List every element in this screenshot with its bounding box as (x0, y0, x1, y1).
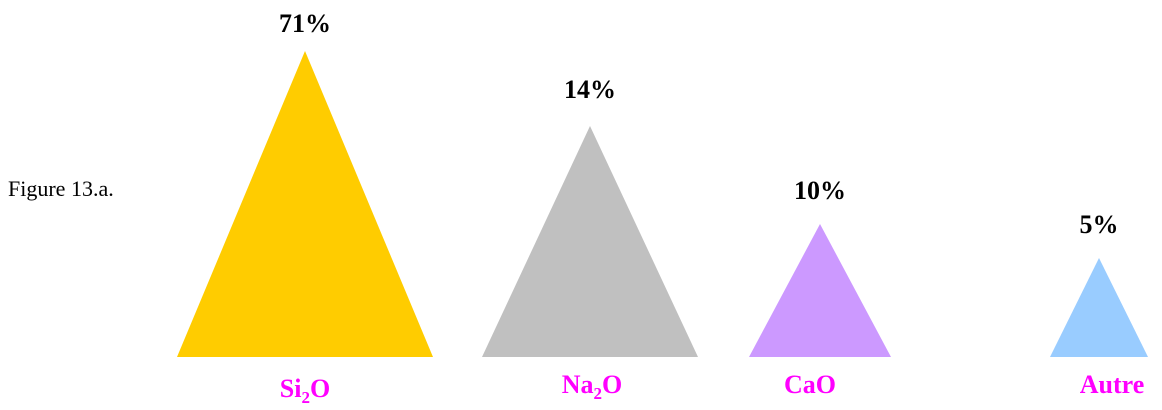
category-label-2: Na2O (562, 370, 623, 403)
value-label-2: 14% (564, 75, 616, 104)
value-label-3: 10% (794, 176, 846, 205)
category-label-1: Si2O (280, 374, 330, 407)
triangle-mark-2 (482, 126, 698, 357)
value-label-4: 5% (1080, 210, 1119, 239)
value-label-1: 71% (279, 9, 331, 38)
figure-caption: Figure 13.a. (8, 176, 114, 201)
triangle-mark-4 (1050, 258, 1148, 357)
category-label-4: Autre (1080, 370, 1145, 399)
triangle-mark-3 (749, 224, 891, 357)
triangle-mark-1 (177, 51, 433, 357)
category-label-3: CaO (784, 370, 836, 399)
